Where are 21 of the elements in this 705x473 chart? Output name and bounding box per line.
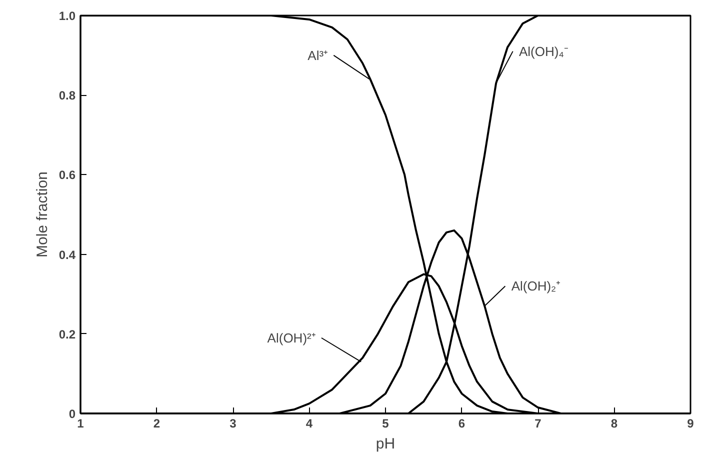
- annotation: Al(OH)₄⁻: [518, 44, 568, 59]
- y-tick-label: 0.2: [58, 327, 76, 342]
- x-tick-label: 5: [382, 416, 390, 430]
- y-tick-label: 0.6: [58, 168, 76, 182]
- x-axis-title: pH: [376, 436, 396, 452]
- y-tick-label: 1.0: [58, 9, 76, 23]
- y-tick-label: 0.4: [58, 248, 76, 262]
- y-tick-label: 0: [68, 407, 76, 421]
- x-tick-label: 4: [306, 416, 313, 430]
- y-axis-title: Mole fraction: [34, 172, 51, 258]
- x-tick-label: 7: [534, 416, 542, 430]
- x-tick-label: 1: [77, 416, 84, 430]
- annotation: Al³⁺: [308, 48, 328, 63]
- annotation: Al(OH)²⁺: [267, 330, 316, 346]
- x-tick-label: 8: [610, 416, 618, 430]
- x-tick-label: 2: [153, 416, 160, 430]
- x-tick-label: 6: [458, 416, 466, 430]
- x-tick-label: 9: [687, 416, 694, 430]
- annotation: Al(OH)₂⁺: [511, 278, 560, 294]
- y-tick-label: 0.8: [58, 88, 76, 103]
- x-tick-label: 3: [230, 416, 237, 430]
